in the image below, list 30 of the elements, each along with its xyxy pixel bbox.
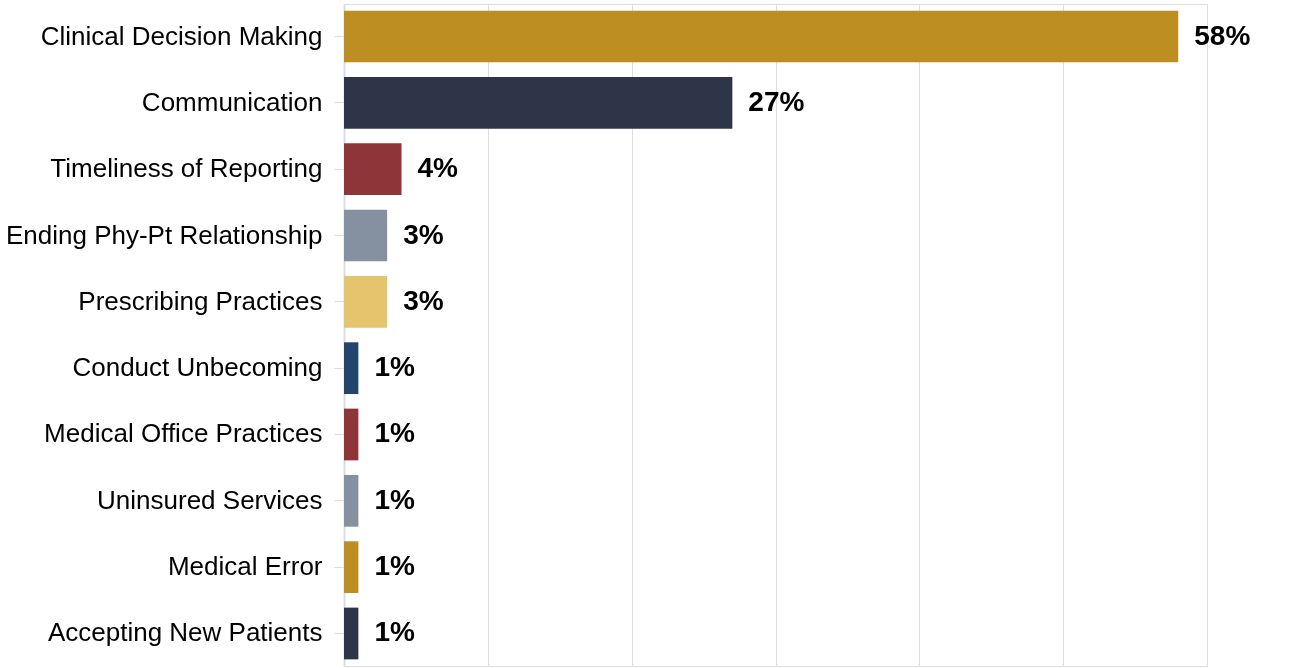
y-tick-label: Ending Phy-Pt Relationship bbox=[5, 219, 323, 250]
y-tick-label: Communication bbox=[141, 86, 323, 117]
y-tick-label: Prescribing Practices bbox=[78, 285, 323, 316]
data-label: 3% bbox=[403, 284, 444, 316]
data-label: 1% bbox=[374, 483, 415, 515]
bar bbox=[344, 607, 359, 660]
data-label: 1% bbox=[374, 550, 415, 582]
y-tick-label: Medical Error bbox=[167, 551, 323, 582]
bar bbox=[344, 275, 388, 328]
bar bbox=[344, 408, 359, 461]
y-tick-label: Uninsured Services bbox=[97, 484, 323, 515]
y-tick-label: Accepting New Patients bbox=[47, 617, 323, 648]
bar bbox=[344, 209, 388, 262]
y-tick-label: Timeliness of Reporting bbox=[50, 153, 323, 184]
data-label: 4% bbox=[417, 152, 459, 184]
bar bbox=[344, 143, 402, 196]
data-label: 27% bbox=[748, 85, 805, 117]
bar bbox=[344, 76, 733, 129]
bar bbox=[344, 10, 1179, 63]
y-tick-label: Medical Office Practices bbox=[44, 418, 323, 449]
data-label: 3% bbox=[403, 218, 444, 250]
bar bbox=[344, 342, 359, 395]
y-tick-label: Clinical Decision Making bbox=[40, 20, 323, 51]
bar bbox=[344, 541, 359, 594]
data-label: 1% bbox=[374, 616, 415, 648]
data-label: 1% bbox=[374, 351, 415, 383]
data-label: 58% bbox=[1194, 19, 1251, 51]
y-tick-label: Conduct Unbecoming bbox=[72, 352, 323, 383]
data-label: 1% bbox=[374, 417, 415, 449]
bar bbox=[344, 474, 359, 527]
